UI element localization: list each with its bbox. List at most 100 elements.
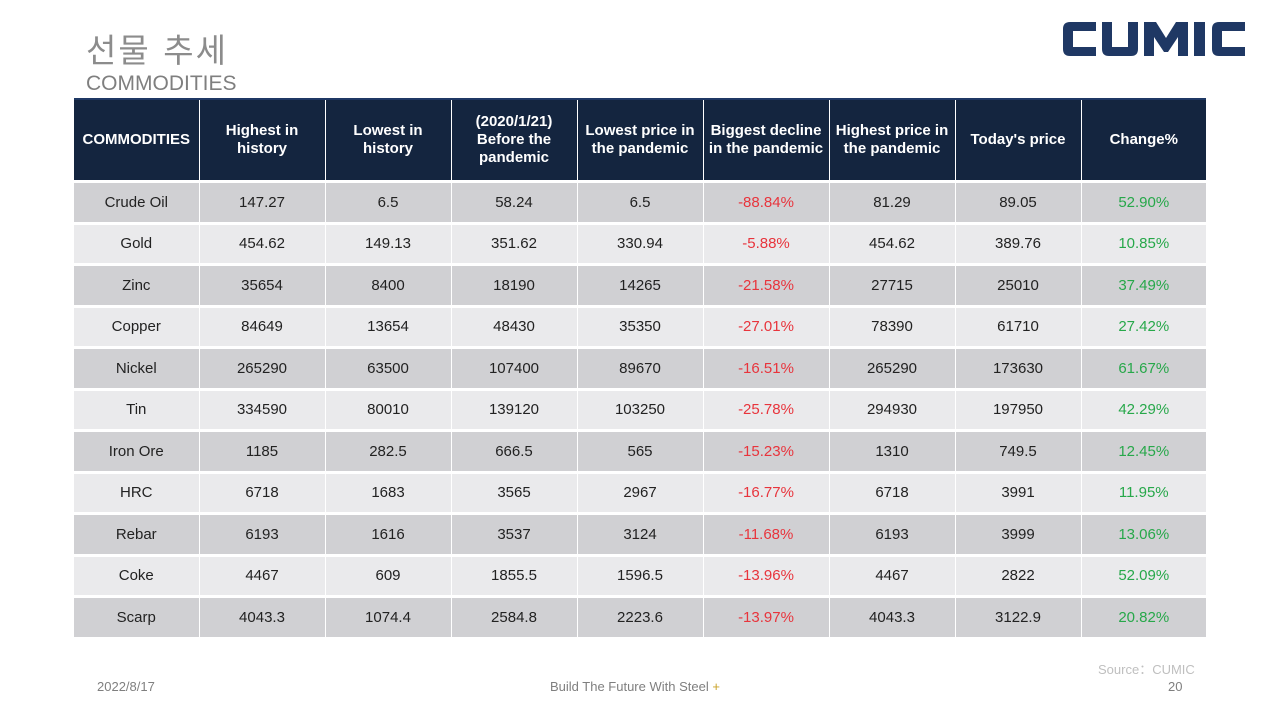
commodity-name-cell: Iron Ore <box>74 430 200 474</box>
table-row: Crude Oil 147.27 6.5 58.24 6.5 -88.84% 81.29 89… <box>74 181 1206 225</box>
table-cell: 454.62 <box>199 223 326 266</box>
table-cell: 1310 <box>829 430 956 474</box>
table-row: Rebar 6193 1616 3537 3124 -11.68% 6193 3999 13.0… <box>74 513 1206 557</box>
table-cell: 2822 <box>955 555 1082 598</box>
table-cell: 265290 <box>199 347 326 391</box>
table-cell: -5.88% <box>703 223 830 266</box>
table-cell: 265290 <box>829 347 956 391</box>
table-cell: 84649 <box>199 306 326 349</box>
table-row: Zinc 35654 8400 18190 14265 -21.58% 27715 25010… <box>74 264 1206 308</box>
table-cell: 35654 <box>199 264 326 308</box>
table-cell: 6.5 <box>325 181 452 225</box>
table-cell: 1185 <box>199 430 326 474</box>
table-cell: 1074.4 <box>325 596 452 640</box>
column-header: Highest in history <box>199 100 326 183</box>
table-cell: 294930 <box>829 389 956 432</box>
table-cell: 61710 <box>955 306 1082 349</box>
table-cell: -16.77% <box>703 472 830 515</box>
table-cell: 63500 <box>325 347 452 391</box>
table-cell: 27715 <box>829 264 956 308</box>
table-cell: 35350 <box>577 306 704 349</box>
table-cell: 27.42% <box>1081 306 1206 349</box>
table-cell: 12.45% <box>1081 430 1206 474</box>
table-cell: 3537 <box>451 513 578 557</box>
table-cell: -27.01% <box>703 306 830 349</box>
table-row: Tin 334590 80010 139120 103250 -25.78% 294930 1… <box>74 389 1206 432</box>
table-cell: 11.95% <box>1081 472 1206 515</box>
table-cell: 351.62 <box>451 223 578 266</box>
table-cell: 52.90% <box>1081 181 1206 225</box>
commodity-name-cell: Zinc <box>74 264 200 308</box>
table-cell: 10.85% <box>1081 223 1206 266</box>
cumic-logo <box>1063 22 1245 56</box>
table-cell: 4043.3 <box>829 596 956 640</box>
table-cell: -21.58% <box>703 264 830 308</box>
table-row: HRC 6718 1683 3565 2967 -16.77% 6718 3991 11.95% <box>74 472 1206 515</box>
footer-tagline: Build The Future With Steel + <box>550 679 720 694</box>
table-row: Scarp 4043.3 1074.4 2584.8 2223.6 -13.97% 4043… <box>74 596 1206 640</box>
column-header: COMMODITIES <box>74 100 200 183</box>
table-cell: 61.67% <box>1081 347 1206 391</box>
table-cell: 78390 <box>829 306 956 349</box>
column-header: Biggest decline in the pandemic <box>703 100 830 183</box>
commodity-name-cell: Rebar <box>74 513 200 557</box>
footer-date: 2022/8/17 <box>97 679 155 694</box>
column-header: Lowest in history <box>325 100 452 183</box>
table-cell: 18190 <box>451 264 578 308</box>
commodity-name-cell: Scarp <box>74 596 200 640</box>
table-cell: 81.29 <box>829 181 956 225</box>
tagline-text: Build The Future With Steel <box>550 679 709 694</box>
table-cell: 2584.8 <box>451 596 578 640</box>
source-note: Source：CUMIC <box>1098 662 1195 677</box>
table-cell: 2223.6 <box>577 596 704 640</box>
table-cell: 454.62 <box>829 223 956 266</box>
table-cell: 147.27 <box>199 181 326 225</box>
table-cell: 1596.5 <box>577 555 704 598</box>
commodity-name-cell: Copper <box>74 306 200 349</box>
table-cell: 20.82% <box>1081 596 1206 640</box>
commodities-table: COMMODITIES Highest in history Lowest in h… <box>74 100 1206 640</box>
table-cell: -11.68% <box>703 513 830 557</box>
table-cell: 565 <box>577 430 704 474</box>
table-cell: 42.29% <box>1081 389 1206 432</box>
table-row: Nickel 265290 63500 107400 89670 -16.51% 26529… <box>74 347 1206 391</box>
table-cell: 389.76 <box>955 223 1082 266</box>
table-cell: 13.06% <box>1081 513 1206 557</box>
table-cell: 8400 <box>325 264 452 308</box>
table-cell: 89670 <box>577 347 704 391</box>
table-cell: 2967 <box>577 472 704 515</box>
commodity-name-cell: Nickel <box>74 347 200 391</box>
table-cell: 749.5 <box>955 430 1082 474</box>
table-cell: 80010 <box>325 389 452 432</box>
table-cell: 58.24 <box>451 181 578 225</box>
table-cell: 107400 <box>451 347 578 391</box>
table-cell: 4043.3 <box>199 596 326 640</box>
table-row: Coke 4467 609 1855.5 1596.5 -13.96% 4467 2822 52… <box>74 555 1206 598</box>
table-cell: -13.97% <box>703 596 830 640</box>
table-cell: -16.51% <box>703 347 830 391</box>
table-row: Iron Ore 1185 282.5 666.5 565 -15.23% 1310 749.… <box>74 430 1206 474</box>
column-header: (2020/1/21) Before the pandemic <box>451 100 578 183</box>
table-cell: 3999 <box>955 513 1082 557</box>
table-cell: 149.13 <box>325 223 452 266</box>
table-cell: 3991 <box>955 472 1082 515</box>
commodity-name-cell: Gold <box>74 223 200 266</box>
table-cell: 6718 <box>829 472 956 515</box>
commodity-name-cell: HRC <box>74 472 200 515</box>
table-row: Copper 84649 13654 48430 35350 -27.01% 78390 61… <box>74 306 1206 349</box>
page-subtitle: COMMODITIES <box>86 72 237 95</box>
table-cell: 139120 <box>451 389 578 432</box>
column-header: Change% <box>1081 100 1206 183</box>
commodity-name-cell: Coke <box>74 555 200 598</box>
column-header: Highest price in the pandemic <box>829 100 956 183</box>
table-cell: 14265 <box>577 264 704 308</box>
table-cell: 13654 <box>325 306 452 349</box>
table-cell: 1683 <box>325 472 452 515</box>
table-cell: -15.23% <box>703 430 830 474</box>
table-cell: 3565 <box>451 472 578 515</box>
table-cell: 6.5 <box>577 181 704 225</box>
table-cell: -88.84% <box>703 181 830 225</box>
commodity-name-cell: Tin <box>74 389 200 432</box>
table-cell: 89.05 <box>955 181 1082 225</box>
table-cell: 6193 <box>829 513 956 557</box>
